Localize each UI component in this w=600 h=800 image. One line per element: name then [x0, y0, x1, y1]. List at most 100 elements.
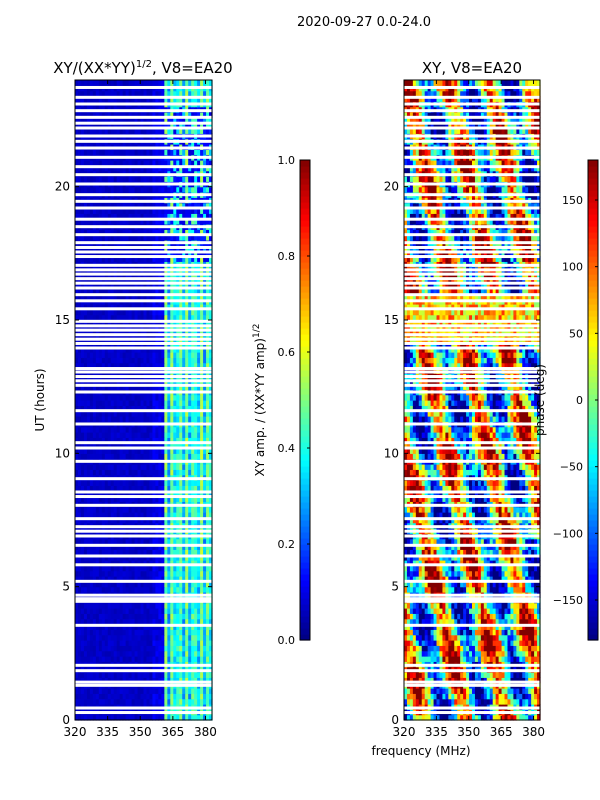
heatmap-cell: [137, 442, 142, 449]
heatmap-cell: [191, 496, 195, 502]
heatmap-cell: [200, 581, 204, 588]
heatmap-cell: [191, 544, 195, 550]
heatmap-cell: [155, 304, 159, 310]
heatmap-cell: [206, 448, 210, 454]
heatmap-cell: [98, 325, 103, 332]
heatmap-cell: [200, 165, 204, 172]
heatmap-cell: [182, 538, 186, 545]
heatmap-cell: [182, 693, 186, 700]
heatmap-cell: [191, 602, 195, 609]
heatmap-cell: [206, 362, 210, 369]
heatmap-cell: [197, 442, 201, 449]
heatmap-cell: [77, 677, 82, 684]
heatmap-cell: [83, 186, 88, 193]
heatmap-cell: [191, 218, 195, 225]
heatmap-cell: [140, 581, 145, 588]
heatmap-cell: [167, 250, 171, 257]
heatmap-cell: [77, 213, 82, 220]
heatmap-cell: [125, 202, 130, 209]
heatmap-cell: [182, 282, 186, 289]
heatmap-cell: [149, 602, 154, 609]
heatmap-cell: [146, 149, 151, 156]
heatmap-cell: [92, 149, 97, 156]
heatmap-cell: [86, 570, 91, 577]
heatmap-cell: [149, 560, 154, 566]
heatmap-cell: [185, 544, 189, 550]
heatmap-cell: [140, 448, 145, 454]
heatmap-cell: [152, 693, 157, 700]
heatmap-cell: [170, 506, 174, 513]
heatmap-cell: [146, 608, 151, 614]
heatmap-cell: [173, 234, 177, 241]
heatmap-cell: [206, 650, 210, 657]
heatmap-cell: [203, 650, 207, 657]
heatmap-cell: [185, 602, 189, 609]
heatmap-cell: [131, 400, 136, 406]
heatmap-cell: [101, 352, 106, 358]
heatmap-cell: [182, 346, 186, 353]
heatmap-cell: [101, 469, 106, 476]
heatmap-cell: [122, 309, 127, 316]
heatmap-cell: [116, 640, 121, 646]
heatmap-cell: [185, 352, 189, 358]
heatmap-cell: [104, 714, 109, 721]
heatmap-cell: [164, 160, 168, 166]
heatmap-cell: [179, 560, 183, 566]
heatmap-cell: [161, 442, 165, 449]
heatmap-cell: [134, 288, 139, 294]
heatmap-cell: [107, 485, 112, 492]
heatmap-cell: [77, 208, 82, 214]
heatmap-cell: [179, 213, 183, 220]
heatmap-cell: [173, 490, 177, 497]
heatmap-cell: [170, 208, 174, 214]
heatmap-cell: [92, 624, 97, 630]
heatmap-cell: [140, 288, 145, 294]
heatmap-cell: [89, 176, 94, 182]
heatmap-cell: [89, 416, 94, 422]
heatmap-cell: [170, 394, 174, 401]
heatmap-cell: [176, 698, 180, 705]
heatmap-cell: [89, 618, 94, 625]
heatmap-cell: [167, 416, 171, 422]
heatmap-cell: [197, 624, 201, 630]
heatmap-cell: [155, 544, 159, 550]
heatmap-cell: [152, 464, 157, 470]
heatmap-cell: [75, 400, 79, 406]
heatmap-cell: [128, 490, 133, 497]
heatmap-cell: [149, 229, 154, 236]
heatmap-cell: [206, 469, 210, 476]
heatmap-cell: [167, 506, 171, 513]
heatmap-cell: [197, 581, 201, 588]
heatmap-cell: [149, 277, 154, 284]
heatmap-cell: [77, 362, 82, 369]
heatmap-cell: [137, 581, 142, 588]
heatmap-cell: [77, 581, 82, 588]
heatmap-cell: [89, 640, 94, 646]
heatmap-cell: [155, 554, 159, 561]
heatmap-cell: [77, 618, 82, 625]
heatmap-cell: [188, 282, 192, 289]
heatmap-cell: [134, 698, 139, 705]
heatmap-cell: [125, 656, 130, 662]
heatmap-cell: [116, 677, 121, 684]
heatmap-cell: [188, 362, 192, 369]
heatmap-cell: [113, 229, 118, 236]
heatmap-cell: [116, 554, 121, 561]
heatmap-cell: [137, 384, 142, 390]
heatmap-cell: [80, 186, 85, 193]
heatmap-cell: [92, 314, 97, 321]
heatmap-cell: [92, 480, 97, 486]
heatmap-cell: [185, 714, 189, 721]
heatmap-cell: [128, 325, 133, 332]
heatmap-cell: [119, 549, 124, 556]
heatmap-cell: [101, 485, 106, 492]
heatmap-cell: [176, 544, 180, 550]
heatmap-cell: [95, 442, 100, 449]
heatmap-cell: [125, 480, 130, 486]
heatmap-cell: [173, 549, 177, 556]
heatmap-cell: [75, 602, 79, 609]
heatmap-cell: [104, 672, 109, 678]
heatmap-cell: [95, 560, 100, 566]
heatmap-cell: [86, 586, 91, 593]
heatmap-cell: [149, 208, 154, 214]
